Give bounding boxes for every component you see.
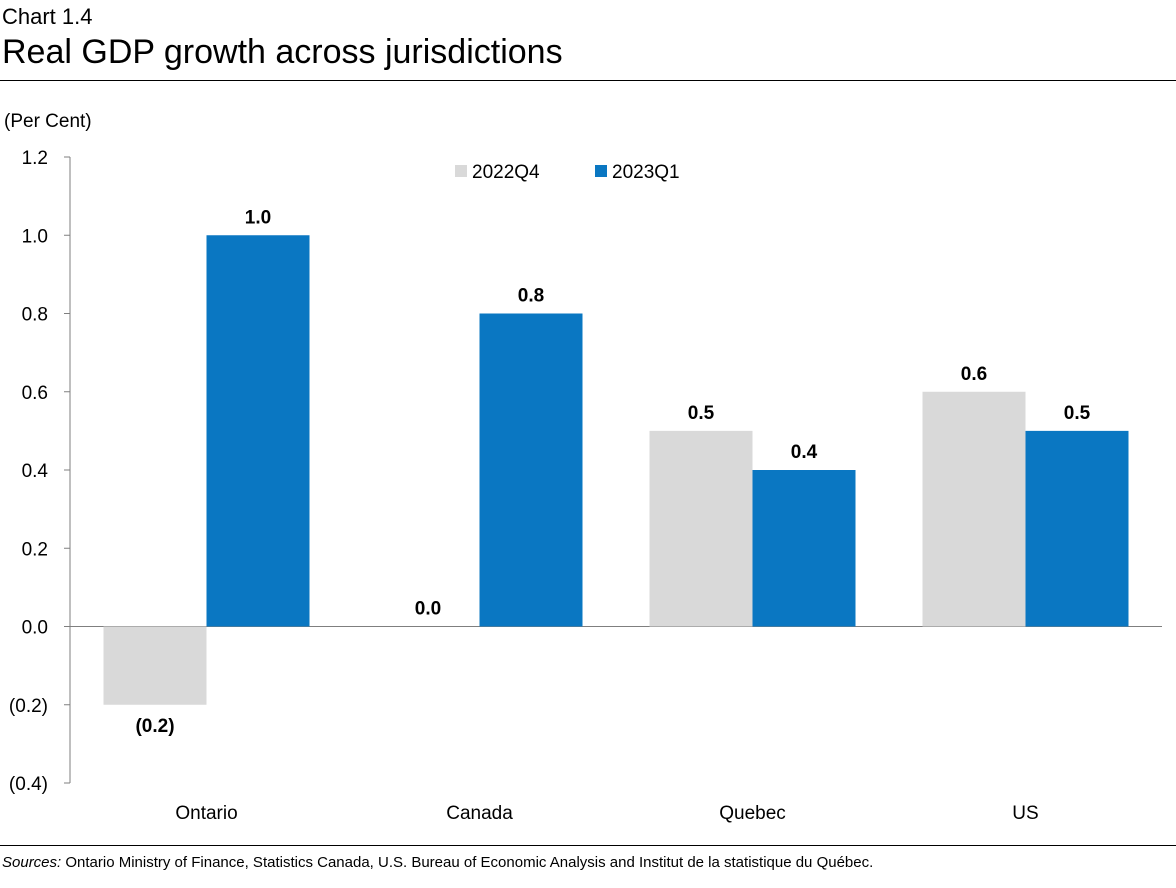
source-divider — [0, 845, 1176, 846]
data-label: 0.6 — [961, 364, 987, 385]
legend-swatch — [595, 165, 607, 177]
data-label: 0.4 — [791, 442, 818, 463]
source-label: Sources: — [2, 854, 62, 871]
bar-2023q1-quebec — [752, 470, 856, 627]
legend-label: 2022Q4 — [472, 162, 540, 183]
bar-2023q1-ontario — [206, 235, 310, 627]
source-note: Sources: Ontario Ministry of Finance, St… — [2, 853, 873, 873]
data-label: 0.5 — [1064, 403, 1091, 424]
data-label: 0.5 — [688, 403, 715, 424]
data-label: (0.2) — [135, 716, 174, 737]
chart-number: Chart 1.4 — [2, 4, 93, 29]
data-label: 1.0 — [245, 207, 271, 228]
y-tick-label: 0.8 — [22, 305, 48, 326]
page-title: Real GDP growth across jurisdictions — [2, 33, 563, 71]
data-label: 0.8 — [518, 286, 544, 307]
y-tick-label: (0.4) — [9, 774, 48, 795]
y-tick-label: 0.6 — [22, 383, 48, 404]
title-divider — [0, 80, 1176, 81]
legend-label: 2023Q1 — [612, 162, 680, 183]
y-tick-label: 0.2 — [22, 539, 48, 560]
bar-chart: (Per Cent) 1.2 1.0 0.8 0.6 0.4 0.2 0.0 (0.2) (0.4… — [4, 111, 1162, 824]
y-tick-label: 0.0 — [22, 618, 48, 639]
x-tick-label: Ontario — [175, 803, 237, 824]
y-tick-label: (0.2) — [9, 696, 48, 717]
bar-2023q1-canada — [479, 313, 583, 627]
y-tick-label: 0.4 — [22, 461, 49, 482]
data-label: 0.0 — [415, 599, 441, 620]
y-axis-label: (Per Cent) — [4, 111, 92, 132]
x-tick-label: Quebec — [719, 803, 786, 824]
bar-2022q4-quebec — [649, 430, 753, 627]
bar-2023q1-us — [1025, 430, 1129, 627]
x-tick-label: Canada — [446, 803, 513, 824]
legend-swatch — [455, 165, 467, 177]
x-tick-label: US — [1012, 803, 1038, 824]
bar-2022q4-us — [922, 391, 1026, 627]
y-tick-label: 1.2 — [22, 148, 48, 169]
bar-2022q4-ontario — [103, 626, 207, 705]
y-tick-label: 1.0 — [22, 226, 48, 247]
source-text: Ontario Ministry of Finance, Statistics … — [61, 854, 874, 871]
